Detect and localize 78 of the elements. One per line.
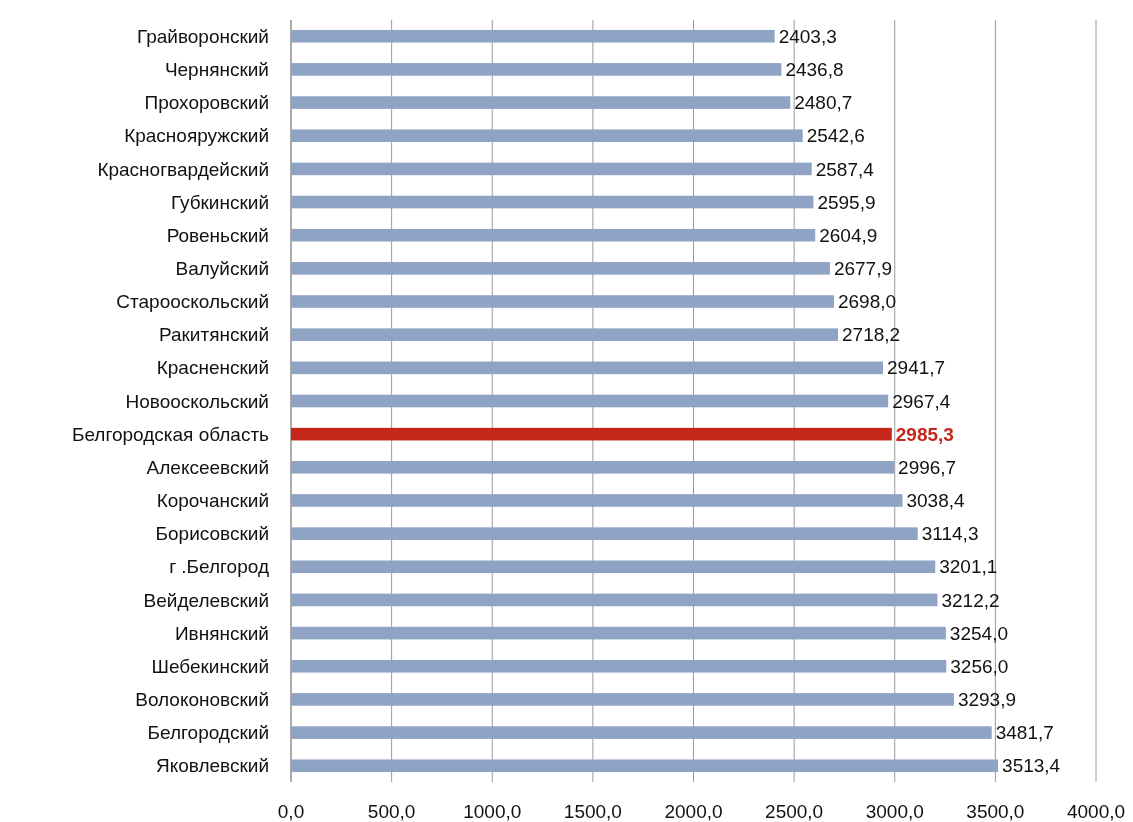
bar [291,228,816,242]
data-label: 3114,3 [921,523,979,545]
data-label: 2996,7 [898,456,957,478]
y-tick-label: Грайворонский [136,25,269,47]
y-tick-label: Белгородская область [71,423,270,445]
y-tick-label: Волоконовский [135,689,269,711]
data-label: 2587,4 [815,158,875,180]
data-label: 2436,8 [785,59,844,81]
bar [291,195,814,209]
data-label: 3513,4 [1002,755,1061,777]
y-tick-label: Чернянский [164,59,269,81]
bar [291,461,895,474]
bar [291,494,903,507]
x-tick-label: 3500,0 [966,801,1025,822]
y-tick-label: Алексеевский [146,456,269,478]
bar [291,693,954,706]
data-label: 2941,7 [887,357,946,379]
data-label: 3038,4 [906,490,966,512]
data-label: 2480,7 [794,92,853,114]
x-tick-label: 0,0 [277,801,305,822]
data-label: 3212,2 [941,589,1000,611]
data-label: 2985,3 [895,423,954,445]
data-label: 2595,9 [817,191,876,213]
bar [291,295,834,308]
bar [291,162,812,176]
bar [291,626,946,640]
y-tick-label: Краснояружский [124,125,269,147]
y-tick-label: Красненский [156,357,269,379]
data-label: 3201,1 [939,556,998,578]
y-tick-label: Корочанский [156,490,269,512]
bar [291,63,782,76]
y-tick-label: Шебекинский [151,655,269,677]
bar [291,262,830,275]
x-tick-label: 1000,0 [463,801,522,822]
x-tick-label: 500,0 [367,801,416,822]
bar [291,394,889,408]
x-tick-label: 4000,0 [1066,801,1126,822]
x-tick-label: 3000,0 [865,801,924,822]
y-tick-label: Старооскольский [116,291,269,313]
data-label: 3481,7 [995,722,1054,744]
bar [291,759,999,773]
y-tick-label: г .Белгород [169,556,269,578]
y-tick-label: Белгородский [147,722,269,744]
y-tick-label: Красногвардейский [97,158,269,180]
y-tick-label: Губкинский [170,191,269,213]
x-tick-label: 2500,0 [765,801,824,822]
y-tick-label: Валуйский [175,258,269,280]
data-label: 2677,9 [833,258,893,280]
bar [291,527,918,540]
y-tick-label: Яковлевский [155,755,269,777]
x-tick-label: 1500,0 [563,801,622,822]
y-tick-label: Прохоровский [144,92,269,114]
bar [291,726,992,739]
data-label: 2542,6 [806,125,865,147]
data-label: 2403,3 [778,25,837,47]
bar [291,593,938,607]
bar [291,427,892,441]
y-tick-label: Вейделевский [143,589,269,611]
data-label: 3254,0 [949,622,1008,644]
data-label: 3256,0 [950,655,1009,677]
y-tick-label: Борисовский [155,523,269,545]
y-tick-label: Ровеньский [166,224,269,246]
bar [291,129,803,143]
bar [291,659,947,673]
x-tick-label: 2000,0 [664,801,723,822]
y-tick-label: Ивнянский [174,622,269,644]
bar [291,29,775,43]
y-tick-label: Ракитянский [158,324,269,346]
data-label: 2967,4 [892,390,951,412]
bar [291,96,791,109]
bar [291,560,936,574]
data-label: 2718,2 [842,324,901,346]
bar [291,328,839,341]
data-label: 2698,0 [837,291,897,313]
data-label: 3293,9 [957,689,1017,711]
y-tick-label: Новооскольский [125,390,269,412]
bar [291,361,884,375]
data-label: 2604,9 [819,224,878,246]
